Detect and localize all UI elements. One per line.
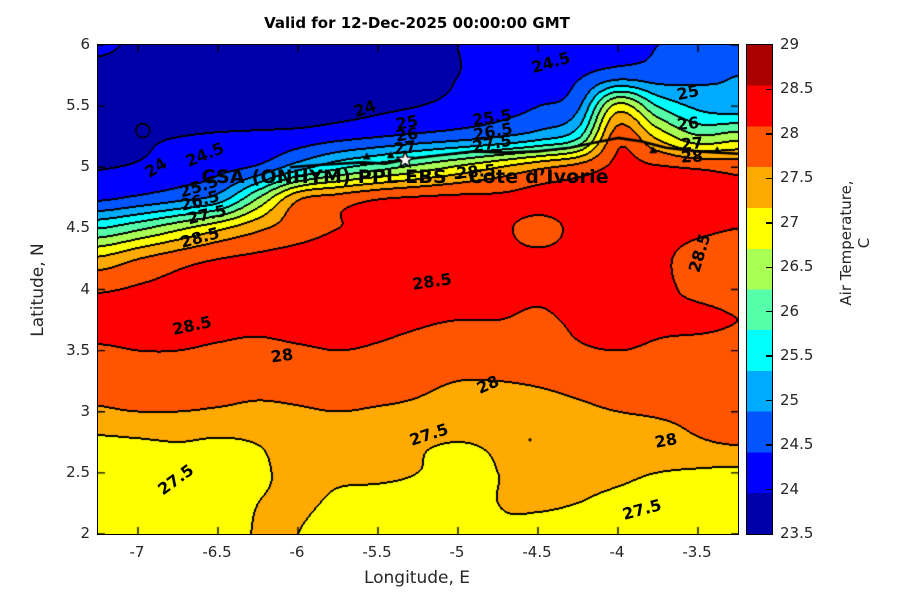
colorbar-tick bbox=[766, 177, 772, 180]
colorbar-tick-label: 26 bbox=[780, 301, 800, 320]
y-tick-label: 5.5 bbox=[66, 96, 90, 115]
colorbar-tick-label: 23.5 bbox=[780, 524, 814, 542]
y-tick-label: 4.5 bbox=[66, 218, 90, 237]
y-tick-label: 6 bbox=[80, 35, 90, 53]
x-tick-label: -3.5 bbox=[682, 543, 712, 561]
colorbar-tick bbox=[766, 399, 772, 402]
colorbar-tick bbox=[766, 133, 772, 135]
colorbar-tick-label: 28.5 bbox=[780, 79, 814, 98]
colorbar-tick-label: 28 bbox=[780, 123, 800, 142]
colorbar-tick-label: 27 bbox=[780, 212, 800, 231]
colorbar-tick bbox=[766, 311, 772, 313]
contour-label: 27 bbox=[392, 136, 418, 159]
contour-label: 28 bbox=[269, 344, 295, 366]
contour-label: 26 bbox=[676, 113, 701, 135]
x-tick-label: -6 bbox=[289, 543, 305, 561]
contour-label: 25 bbox=[675, 80, 702, 104]
x-tick-label: -4.5 bbox=[522, 543, 552, 561]
y-tick-label: 2 bbox=[80, 524, 90, 542]
y-axis-label: Latitude, N bbox=[28, 243, 48, 337]
x-tick-label: -6.5 bbox=[202, 543, 232, 561]
colorbar-axis-label: Air Temperature, C bbox=[837, 180, 873, 306]
x-tick-label: -4 bbox=[609, 543, 625, 561]
x-axis-label: Longitude, E bbox=[363, 568, 471, 588]
contour-label: 28 bbox=[679, 146, 704, 168]
y-tick-label: 3.5 bbox=[66, 340, 90, 359]
y-tick-label: 3 bbox=[80, 401, 90, 420]
y-tick-label: 2.5 bbox=[66, 462, 90, 481]
y-tick-label: 4 bbox=[80, 279, 90, 298]
map-annotation-text: CSA (ONHYM) PPL EBS - Cote d’Ivorie bbox=[201, 166, 609, 189]
colorbar bbox=[746, 44, 773, 535]
contour-label: 28 bbox=[653, 429, 679, 452]
colorbar-tick bbox=[766, 488, 772, 491]
colorbar-tick-label: 25.5 bbox=[780, 346, 814, 365]
colorbar-tick bbox=[766, 266, 772, 268]
x-tick-label: -7 bbox=[129, 543, 145, 561]
colorbar-tick-label: 26.5 bbox=[780, 257, 814, 276]
colorbar-tick bbox=[766, 222, 772, 224]
colorbar-tick bbox=[766, 355, 772, 357]
contour-map-canvas bbox=[98, 45, 738, 534]
colorbar-tick bbox=[766, 88, 772, 91]
colorbar-tick-label: 24.5 bbox=[780, 435, 814, 454]
x-tick-label: -5.5 bbox=[362, 543, 392, 561]
colorbar-tick-label: 27.5 bbox=[780, 168, 814, 187]
colorbar-tick-label: 29 bbox=[780, 35, 800, 53]
colorbar-tick-label: 24 bbox=[780, 479, 800, 498]
y-tick-label: 5 bbox=[80, 157, 90, 176]
colorbar-tick-label: 25 bbox=[780, 390, 800, 409]
colorbar-tick bbox=[766, 444, 772, 446]
x-tick-label: -5 bbox=[449, 543, 465, 561]
plot-title: Valid for 12-Dec-2025 00:00:00 GMT bbox=[264, 14, 570, 32]
plot-area: 24 24.5 25.5 26.5 27.5 28.5 24 24.5 25 26 27 25.5 26… bbox=[97, 44, 739, 535]
